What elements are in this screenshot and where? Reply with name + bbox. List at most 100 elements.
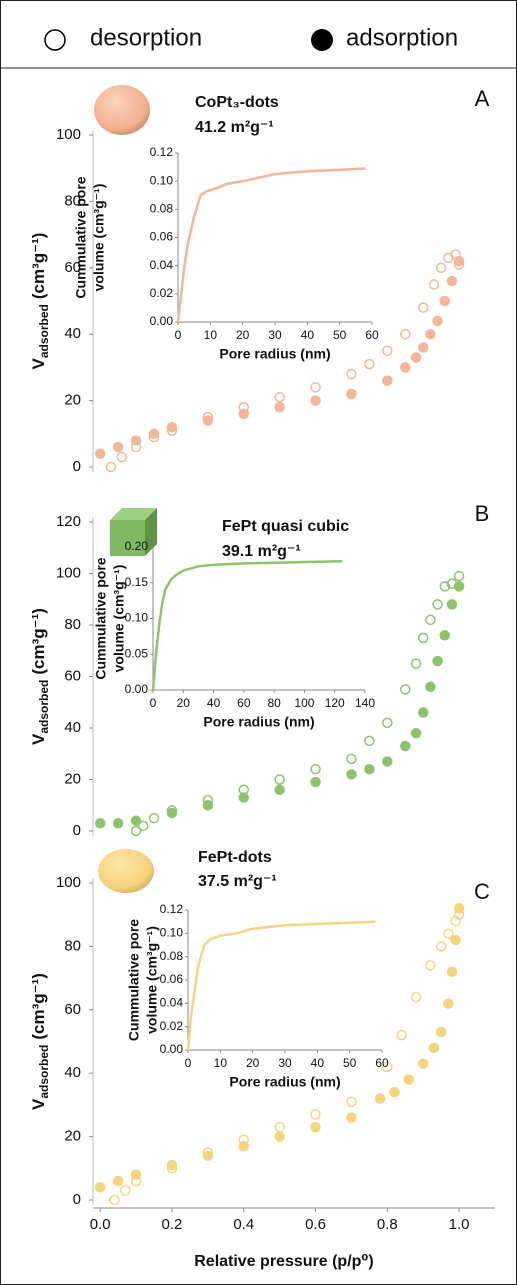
y-title-sub: adsorbed xyxy=(37,304,51,358)
desorption-point xyxy=(382,345,393,357)
y-tick-label: 0 xyxy=(73,822,81,839)
adsorption-point xyxy=(403,1074,415,1085)
y-title-main: V xyxy=(29,1098,48,1110)
adsorption-point xyxy=(238,792,249,803)
adsorption-point xyxy=(453,581,465,592)
desorption-point xyxy=(109,1194,120,1206)
pore-volume-line xyxy=(176,167,366,323)
inset-x-tick-label: 100 xyxy=(294,696,314,710)
y-tick-label: 40 xyxy=(64,1064,81,1081)
adsorption-point xyxy=(274,1131,285,1142)
desorption-point xyxy=(138,820,149,832)
desorption-point xyxy=(417,632,429,644)
inset-y-tick-label: 0.15 xyxy=(125,575,149,589)
desorption-point xyxy=(400,328,411,340)
desorption-point xyxy=(396,1029,407,1041)
inset-x-tick-label: 60 xyxy=(237,696,251,710)
y-title-sub: adsorbed xyxy=(37,680,51,734)
desorption-point xyxy=(453,570,465,582)
surface-area: 37.5 m²g⁻¹ xyxy=(198,873,277,890)
adsorption-point xyxy=(130,815,142,826)
desorption-point xyxy=(364,735,375,747)
adsorption-point xyxy=(94,448,106,459)
particle-icon xyxy=(94,85,150,135)
desorption-point xyxy=(410,991,422,1003)
adsorption-point xyxy=(310,1121,321,1133)
adsorption-point xyxy=(417,707,429,718)
adsorption-point xyxy=(202,415,214,426)
adsorption-point xyxy=(450,934,461,946)
x-tick-label: 0.6 xyxy=(305,1216,326,1233)
adsorption-point xyxy=(439,630,450,641)
y-tick-label: 100 xyxy=(56,564,81,581)
desorption-point xyxy=(382,717,393,729)
y-title-main: V xyxy=(29,733,48,745)
inset-x-tick-label: 40 xyxy=(301,328,315,342)
y-tick-label: 100 xyxy=(56,126,81,143)
adsorption-point xyxy=(166,807,178,819)
inset-y-tick-label: 0.00 xyxy=(150,314,174,328)
inset-x-tick-label: 40 xyxy=(311,1056,325,1070)
inset-x-title: Pore radius (nm) xyxy=(229,1074,340,1090)
desorption-point xyxy=(274,392,285,403)
desorption-point xyxy=(274,774,285,785)
inset-y-tick-label: 0.06 xyxy=(150,230,174,244)
adsorption-point xyxy=(346,769,357,780)
desorption-point xyxy=(346,753,357,765)
adsorption-point xyxy=(425,328,436,340)
y-tick-label: 60 xyxy=(64,667,81,684)
y-title-main: V xyxy=(29,357,48,369)
pore-volume-line xyxy=(151,560,343,691)
inset-x-tick-label: 10 xyxy=(214,1056,228,1070)
surface-area: 39.1 m²g⁻¹ xyxy=(222,543,301,560)
sample-name: FePt quasi cubic xyxy=(222,518,349,535)
inset-y-tick-label: 0.10 xyxy=(150,173,174,187)
desorption-point xyxy=(346,368,357,380)
adsorption-point xyxy=(274,784,285,796)
adsorption-point xyxy=(148,428,160,440)
y-tick-label: 60 xyxy=(64,1001,81,1018)
pore-volume-line xyxy=(186,920,376,1051)
adsorption-point xyxy=(453,255,465,267)
adsorption-point xyxy=(130,1169,142,1180)
surface-area: 41.2 m²g⁻¹ xyxy=(195,119,274,136)
desorption-point xyxy=(274,1121,285,1133)
x-axis-title: Relative pressure (p/p⁰) xyxy=(194,1253,374,1270)
desorption-point xyxy=(425,614,436,626)
inset-y-tick-label: 0.12 xyxy=(160,902,184,916)
inset-x-tick-label: 120 xyxy=(325,696,345,710)
adsorption-point xyxy=(166,421,178,433)
inset-y-title: volume (cm³g⁻¹) xyxy=(91,184,107,292)
inset-x-title: Pore radius (nm) xyxy=(203,714,314,730)
adsorption-point xyxy=(238,1140,249,1152)
desorption-point xyxy=(310,382,321,393)
inset-x-tick-label: 50 xyxy=(343,1056,357,1070)
desorption-point xyxy=(425,960,436,971)
inset-y-title: Cummulative pore xyxy=(73,176,89,298)
inset-y-tick-label: 0.10 xyxy=(160,926,184,940)
y-tick-label: 20 xyxy=(64,1128,81,1145)
adsorption-point xyxy=(425,681,436,693)
inset-y-tick-label: 0.08 xyxy=(150,202,174,216)
adsorption-point xyxy=(446,275,458,287)
inset-x-tick-label: 80 xyxy=(267,696,281,710)
desorption-point xyxy=(148,812,160,824)
inset-x-tick-label: 10 xyxy=(204,328,218,342)
inset-y-tick-label: 0.02 xyxy=(160,1019,184,1033)
desorption-point xyxy=(443,928,454,939)
inset-x-tick-label: 0 xyxy=(175,328,182,342)
inset-x-tick-label: 20 xyxy=(177,696,191,710)
inset-x-tick-label: 60 xyxy=(375,1056,389,1070)
adsorption-point xyxy=(432,655,443,667)
adsorption-point xyxy=(202,800,214,811)
y-tick-label: 20 xyxy=(64,770,81,787)
inset-x-tick-label: 50 xyxy=(333,328,347,342)
desorption-point xyxy=(382,1061,393,1073)
legend-label: desorption xyxy=(90,24,202,51)
desorption-point xyxy=(130,825,142,837)
adsorption-point xyxy=(410,727,422,739)
y-tick-label: 80 xyxy=(64,192,81,209)
adsorption-point xyxy=(400,740,411,752)
desorption-point xyxy=(116,451,127,463)
